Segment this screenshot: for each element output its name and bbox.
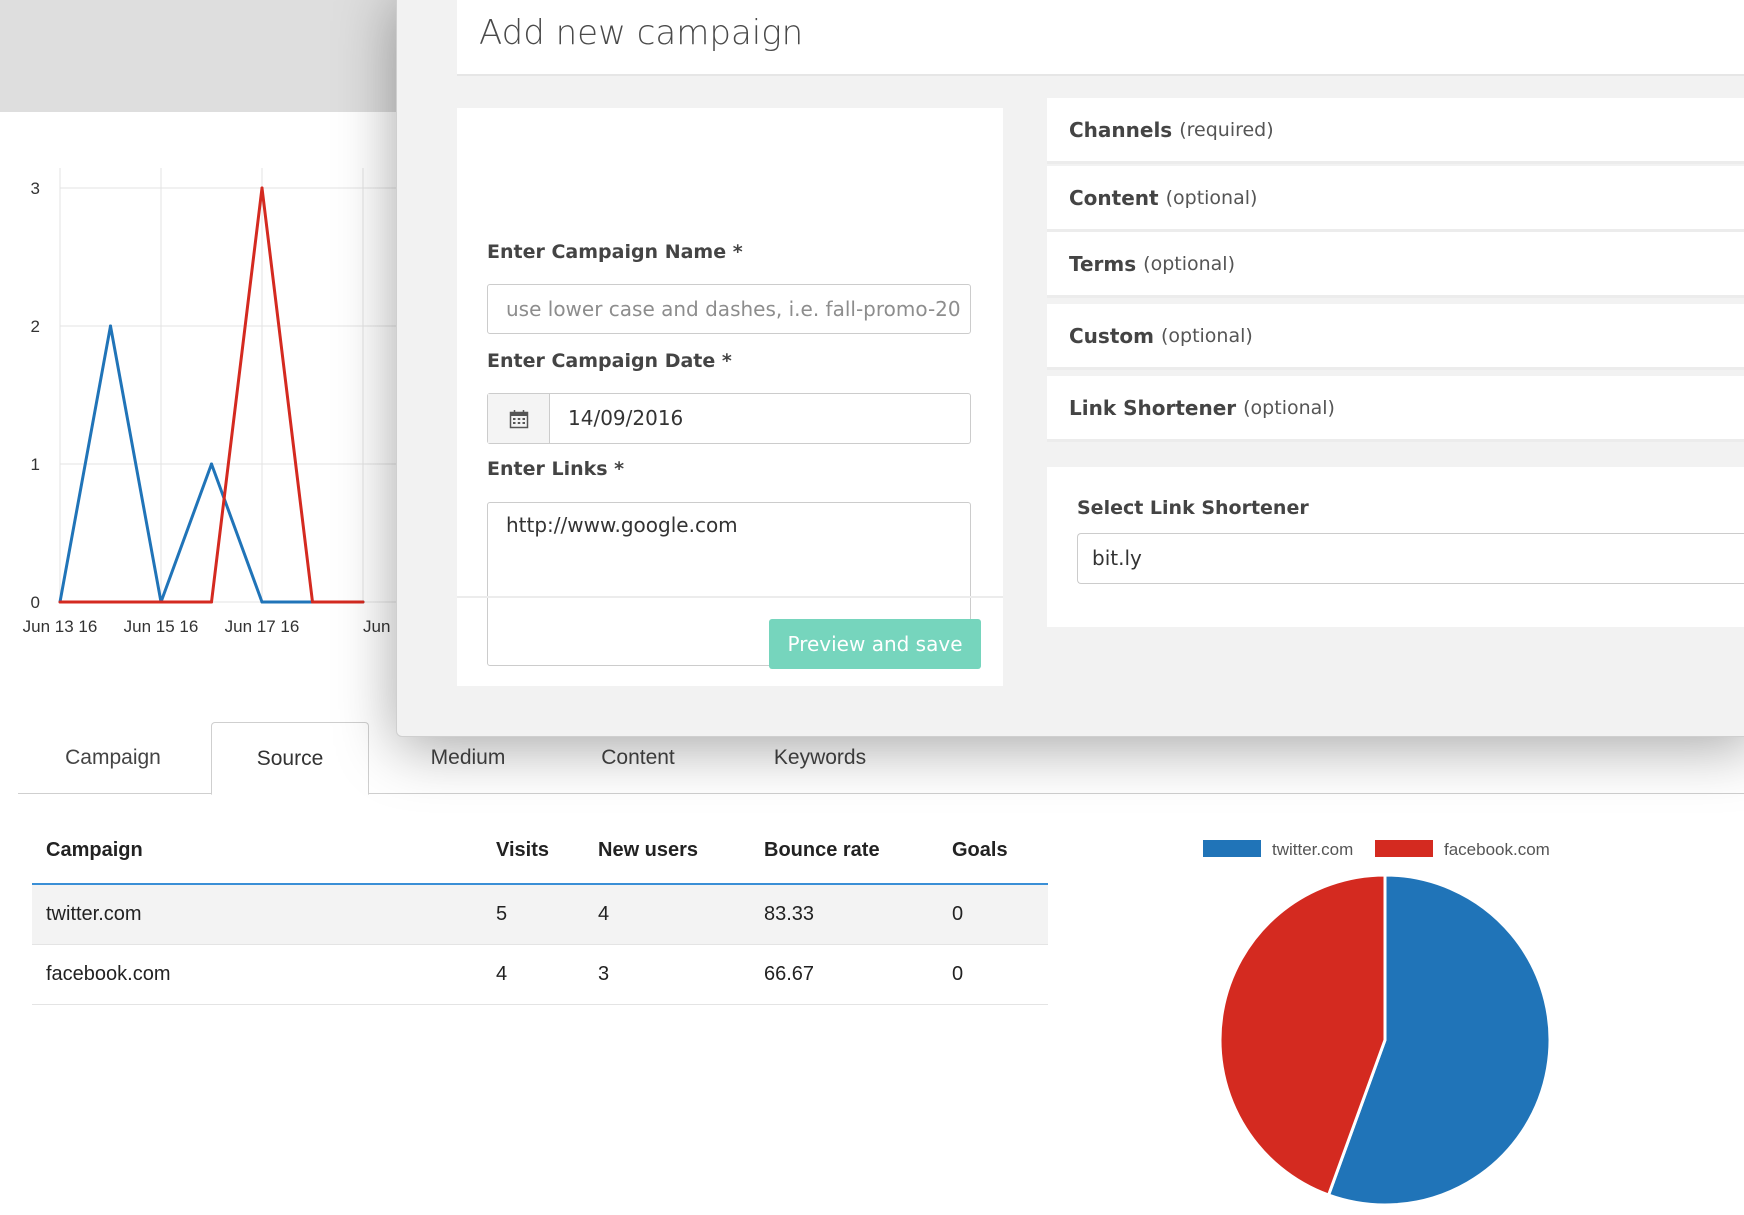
table-header-row: Campaign Visits New users Bounce rate Go…: [32, 818, 1048, 885]
data-point: [210, 600, 213, 604]
line-chart-x-ticks: Jun 13 16 Jun 15 16 Jun 17 16 Jun: [23, 617, 391, 636]
modal-title: Add new campaign: [479, 13, 804, 53]
data-point: [109, 600, 112, 604]
section-link-shortener-title: Link Shortener: [1069, 395, 1237, 420]
column-header-goals[interactable]: Goals: [938, 818, 1048, 885]
legend-swatch: [1203, 840, 1261, 857]
data-point: [260, 600, 264, 604]
section-custom[interactable]: Custom (optional): [1047, 304, 1744, 370]
pie-slice-facebook-com: [1218, 873, 1387, 1197]
shortener-select[interactable]: bit.ly: [1077, 533, 1744, 584]
section-link-shortener[interactable]: Link Shortener (optional): [1047, 376, 1744, 442]
section-content-title: Content: [1069, 185, 1159, 210]
cell-new-users: 3: [584, 944, 750, 1005]
cell-visits: 4: [482, 944, 584, 1005]
campaign-name-label: Enter Campaign Name *: [487, 241, 743, 263]
data-point: [210, 462, 213, 466]
tab-keywords[interactable]: Keywords: [773, 746, 867, 769]
pie-slice-twitter-com: [1326, 873, 1552, 1207]
preview-and-save-button[interactable]: Preview and save: [769, 619, 981, 669]
section-custom-qualifier: (optional): [1160, 324, 1253, 347]
line-chart-series: [58, 186, 365, 604]
table-row: facebook.com 4 3 66.67 0: [32, 944, 1048, 1005]
line-chart-grid: [59, 168, 420, 603]
cell-goals: 0: [938, 884, 1048, 945]
legend-swatch: [1375, 840, 1433, 857]
data-point: [311, 600, 314, 604]
modal-header: Add new campaign: [457, 0, 1744, 76]
table-row: twitter.com 5 4 83.33 0: [32, 884, 1048, 945]
section-terms-title: Terms: [1069, 251, 1137, 276]
calendar-icon[interactable]: [488, 394, 550, 443]
column-header-bounce-rate[interactable]: Bounce rate: [750, 818, 938, 885]
section-custom-title: Custom: [1069, 323, 1154, 348]
data-point: [58, 600, 62, 604]
column-header-campaign[interactable]: Campaign: [32, 818, 482, 885]
cell-source: twitter.com: [32, 884, 482, 945]
data-point: [109, 324, 112, 328]
x-tick-label: Jun 15 16: [124, 617, 199, 636]
cell-goals: 0: [938, 944, 1048, 1005]
tab-source[interactable]: Source: [211, 722, 369, 795]
pie-legend: twitter.com facebook.com: [1203, 840, 1550, 859]
cell-bounce-rate: 66.67: [750, 944, 938, 1005]
x-tick-label: Jun 17 16: [225, 617, 300, 636]
tab-campaign[interactable]: Campaign: [65, 746, 161, 769]
form-footer-divider: [457, 596, 1003, 598]
section-channels-qualifier: (required): [1179, 118, 1274, 141]
campaign-form: Enter Campaign Name * use lower case and…: [457, 108, 1003, 686]
campaign-date-label: Enter Campaign Date *: [487, 350, 732, 372]
y-tick-label: 0: [31, 593, 40, 612]
visits-line-chart: 0 1 2 3 Jun 13 16 Jun 15 16 Jun 17 16 Jun: [23, 168, 420, 636]
x-tick-label: Jun: [363, 617, 390, 636]
cell-new-users: 4: [584, 884, 750, 945]
link-shortener-panel: Select Link Shortener bit.ly: [1047, 467, 1744, 627]
source-pie-chart: twitter.com facebook.com: [1203, 840, 1552, 1207]
cell-source: facebook.com: [32, 944, 482, 1005]
data-point: [260, 186, 264, 190]
line-chart-y-ticks: 0 1 2 3: [31, 179, 40, 612]
section-link-shortener-qualifier: (optional): [1243, 396, 1335, 419]
tab-medium[interactable]: Medium: [430, 746, 506, 769]
section-channels[interactable]: Channels (required): [1047, 98, 1744, 164]
campaign-name-input[interactable]: use lower case and dashes, i.e. fall-pro…: [487, 284, 971, 334]
column-header-new-users[interactable]: New users: [584, 818, 750, 885]
cell-bounce-rate: 83.33: [750, 884, 938, 945]
campaign-date-field[interactable]: 14/09/2016: [487, 393, 971, 444]
data-point: [159, 600, 163, 604]
tab-content[interactable]: Content: [601, 746, 675, 769]
legend-label: twitter.com: [1272, 840, 1353, 859]
links-label: Enter Links *: [487, 458, 625, 480]
legend-label: facebook.com: [1444, 840, 1550, 859]
pie-slices: [1218, 873, 1552, 1207]
data-point: [361, 600, 365, 604]
cell-visits: 5: [482, 884, 584, 945]
links-value: http://www.google.com: [506, 513, 738, 537]
source-table: Campaign Visits New users Bounce rate Go…: [32, 818, 1048, 1005]
section-channels-title: Channels: [1069, 117, 1173, 142]
section-content-qualifier: (optional): [1165, 186, 1258, 209]
column-header-visits[interactable]: Visits: [482, 818, 584, 885]
section-terms-qualifier: (optional): [1143, 252, 1235, 275]
section-terms[interactable]: Terms (optional): [1047, 232, 1744, 298]
series-line-facebook-com: [60, 186, 363, 604]
section-content[interactable]: Content (optional): [1047, 166, 1744, 232]
x-tick-label: Jun 13 16: [23, 617, 98, 636]
report-tabs: Campaign Source Medium Content Keywords: [18, 722, 1744, 795]
y-tick-label: 2: [31, 317, 40, 336]
campaign-date-value: 14/09/2016: [568, 406, 684, 430]
y-tick-label: 1: [31, 455, 40, 474]
shortener-label: Select Link Shortener: [1077, 497, 1309, 519]
add-campaign-modal: Add new campaign Enter Campaign Name * u…: [396, 0, 1744, 737]
y-tick-label: 3: [31, 179, 40, 198]
